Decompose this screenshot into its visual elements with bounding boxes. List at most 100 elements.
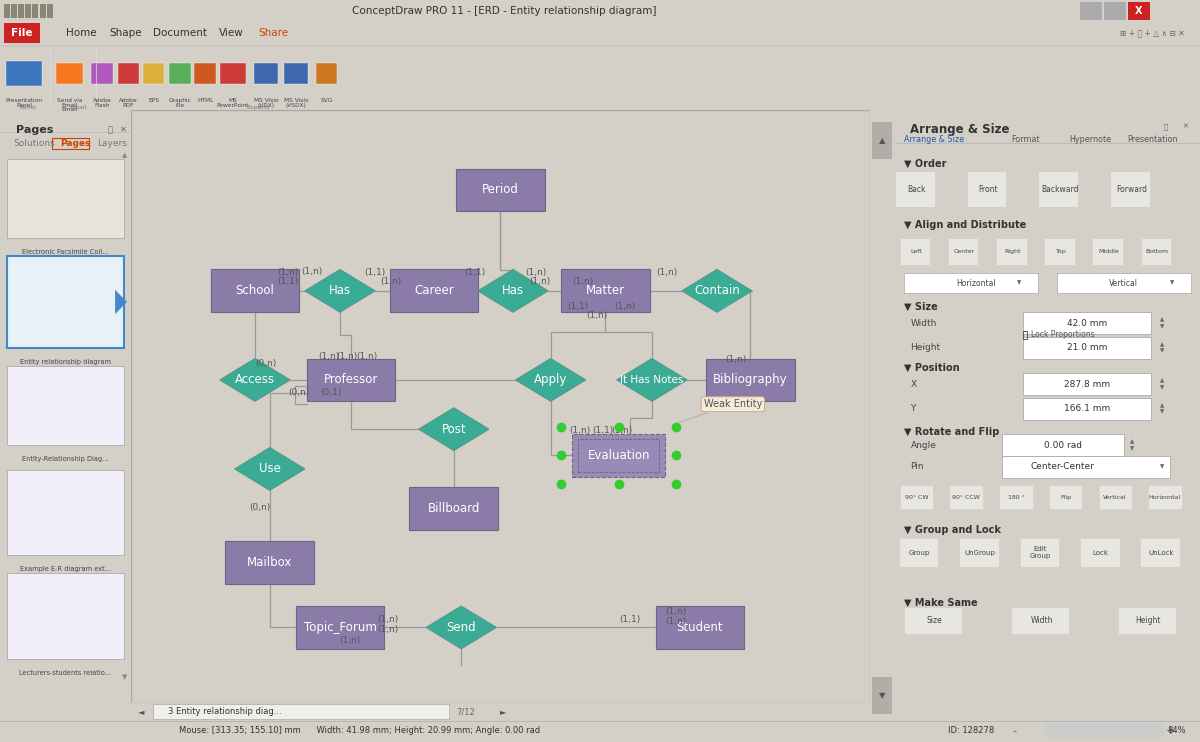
Text: Left: Left: [911, 249, 923, 254]
Text: Horizontal: Horizontal: [1148, 495, 1181, 499]
Text: MS Visio: MS Visio: [284, 98, 308, 103]
Text: Example E-R diagram ext...: Example E-R diagram ext...: [20, 566, 110, 572]
Bar: [47, 4, 53, 18]
Text: Professor: Professor: [324, 373, 378, 387]
Text: 7/12: 7/12: [456, 707, 475, 716]
Bar: [899, 538, 938, 567]
Bar: [226, 541, 314, 583]
Bar: [1080, 538, 1120, 567]
Text: ▼: ▼: [1160, 410, 1165, 414]
Polygon shape: [516, 358, 586, 401]
Bar: [6, 62, 42, 86]
Text: Horizontal: Horizontal: [956, 278, 996, 288]
Bar: [307, 358, 396, 401]
Text: Arrange & Size: Arrange & Size: [911, 123, 1010, 137]
Text: (1,n): (1,n): [338, 636, 360, 645]
Text: View: View: [220, 28, 244, 38]
Text: Pages: Pages: [60, 139, 90, 148]
Text: SVG: SVG: [320, 98, 332, 103]
Text: ▼: ▼: [1160, 348, 1165, 353]
Text: Pages: Pages: [16, 125, 53, 135]
Bar: [91, 64, 113, 85]
Text: (1,n): (1,n): [656, 268, 677, 277]
Bar: [254, 64, 278, 85]
Text: Vertical: Vertical: [1109, 278, 1138, 288]
Text: Electronic Facsimile Coll...: Electronic Facsimile Coll...: [22, 249, 109, 255]
Bar: [895, 171, 935, 208]
Bar: [295, 606, 384, 649]
Text: ID: 128278: ID: 128278: [948, 726, 995, 735]
Text: 42.0 mm: 42.0 mm: [1067, 319, 1108, 328]
FancyBboxPatch shape: [1002, 434, 1123, 456]
Bar: [1092, 238, 1123, 266]
Text: Width: Width: [911, 319, 937, 328]
Text: Use: Use: [259, 462, 281, 476]
Text: (0,n): (0,n): [256, 359, 277, 368]
Polygon shape: [115, 289, 127, 314]
Polygon shape: [305, 269, 376, 312]
Text: EPS: EPS: [148, 98, 160, 103]
Text: Mailbox: Mailbox: [247, 556, 293, 568]
Text: It Has Notes: It Has Notes: [620, 375, 684, 385]
Bar: [409, 487, 498, 530]
Text: Arrange & Size: Arrange & Size: [905, 136, 965, 145]
Text: ⊞ + ⓘ + △ ∧ ⊟ ✕: ⊞ + ⓘ + △ ∧ ⊟ ✕: [1120, 28, 1184, 37]
Text: Matter: Matter: [586, 284, 625, 298]
Text: Presentation: Presentation: [1127, 136, 1177, 145]
Text: ▼: ▼: [121, 674, 127, 680]
Text: Email: Email: [61, 102, 78, 108]
Text: Height: Height: [1135, 616, 1160, 625]
Text: (1,n): (1,n): [586, 311, 607, 320]
Text: Send: Send: [446, 621, 476, 634]
Text: ▼ Rotate and Flip: ▼ Rotate and Flip: [905, 427, 1000, 437]
Bar: [1128, 2, 1150, 20]
Text: (1,n): (1,n): [666, 617, 686, 626]
Bar: [6, 159, 125, 238]
Text: ◄: ◄: [138, 707, 145, 716]
Bar: [905, 607, 962, 634]
Bar: [284, 64, 308, 85]
Bar: [211, 269, 299, 312]
Text: Adobe: Adobe: [119, 98, 138, 103]
Text: Height: Height: [911, 344, 941, 352]
Text: ▼ Group and Lock: ▼ Group and Lock: [905, 525, 1001, 534]
Text: ✕: ✕: [1182, 123, 1188, 129]
Text: MS Visio: MS Visio: [254, 98, 278, 103]
Bar: [4, 4, 10, 18]
Text: 180 °: 180 °: [1008, 495, 1025, 499]
Text: (1,n): (1,n): [356, 352, 378, 361]
Bar: [1140, 538, 1180, 567]
Bar: [1044, 724, 1164, 738]
Text: Mouse: [313.35; 155.10] mm      Width: 41.98 mm; Height: 20.99 mm; Angle: 0.00 r: Mouse: [313.35; 155.10] mm Width: 41.98 …: [180, 726, 540, 735]
Polygon shape: [478, 269, 548, 312]
Bar: [872, 122, 892, 159]
Text: Panel: Panel: [19, 105, 36, 111]
Text: 287.8 mm: 287.8 mm: [1064, 380, 1110, 389]
Text: (1,n): (1,n): [318, 352, 340, 361]
Text: (1,1): (1,1): [277, 278, 299, 286]
Text: ▼: ▼: [1160, 385, 1165, 390]
Text: Angle: Angle: [911, 441, 936, 450]
Bar: [996, 238, 1026, 266]
Bar: [706, 358, 794, 401]
Text: Width: Width: [1031, 616, 1052, 625]
Bar: [40, 4, 46, 18]
FancyBboxPatch shape: [1057, 273, 1190, 293]
Text: Edit
Group: Edit Group: [1030, 546, 1051, 559]
Bar: [872, 677, 892, 714]
Bar: [967, 171, 1007, 208]
Bar: [1098, 485, 1132, 509]
Bar: [456, 168, 545, 211]
Text: Email: Email: [61, 107, 78, 112]
Text: ▼: ▼: [1170, 280, 1174, 286]
Text: 84%: 84%: [1166, 726, 1186, 735]
Bar: [948, 238, 978, 266]
Bar: [169, 64, 191, 85]
Bar: [11, 4, 17, 18]
Bar: [1104, 2, 1126, 20]
Text: (0,1): (0,1): [319, 389, 341, 398]
Text: Entity relationship diagram: Entity relationship diagram: [20, 358, 110, 364]
Bar: [1020, 538, 1060, 567]
Polygon shape: [220, 358, 290, 401]
Bar: [6, 574, 125, 659]
